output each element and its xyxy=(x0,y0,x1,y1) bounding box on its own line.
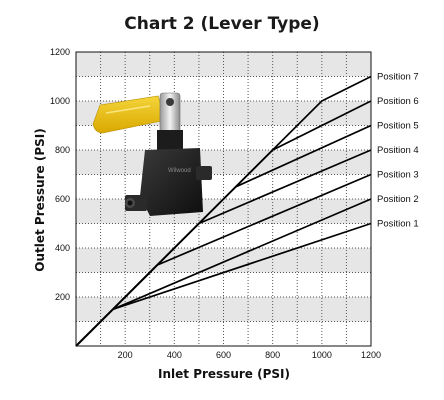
x-axis-label: Inlet Pressure (PSI) xyxy=(158,367,290,381)
series-label-position-4: Position 4 xyxy=(377,145,419,156)
series-label-position-5: Position 5 xyxy=(377,121,419,132)
y-tick-label: 200 xyxy=(55,292,70,302)
y-axis-label: Outlet Pressure (PSI) xyxy=(33,128,47,271)
series-lines xyxy=(75,75,372,347)
axes xyxy=(75,51,372,347)
series-label-position-7: Position 7 xyxy=(377,72,419,83)
x-tick-label: 400 xyxy=(167,350,182,360)
series-label-position-2: Position 2 xyxy=(377,194,419,205)
x-tick-label: 200 xyxy=(118,350,133,360)
chart-title: Chart 2 (Lever Type) xyxy=(124,14,320,34)
x-tick-label: 1200 xyxy=(361,350,381,360)
wilwood-logo-text: Wilwood xyxy=(168,168,191,174)
band xyxy=(76,272,371,297)
y-tick-label: 1000 xyxy=(50,96,70,106)
series-label-position-3: Position 3 xyxy=(377,170,419,181)
x-tick-label: 800 xyxy=(265,350,280,360)
y-tick-label: 800 xyxy=(55,145,70,155)
y-tick-label: 400 xyxy=(55,243,70,253)
x-tick-label: 600 xyxy=(216,350,231,360)
series-labels: Position 1 Position 2 Position 3 Position 4… xyxy=(377,72,419,230)
series-line-position-7 xyxy=(75,75,372,347)
series-label-position-6: Position 6 xyxy=(377,96,419,107)
series-label-position-1: Position 1 xyxy=(377,219,419,230)
tick-labels: 200 400 600 800 1000 1200 200 400 600 800 1000 1200 xyxy=(50,47,381,360)
plot-frame xyxy=(75,51,372,347)
x-tick-label: 1000 xyxy=(312,350,332,360)
y-tick-label: 1200 xyxy=(50,47,70,57)
y-tick-label: 600 xyxy=(55,194,70,204)
valve-product-image: Wilwood xyxy=(92,92,212,216)
band xyxy=(76,150,371,175)
